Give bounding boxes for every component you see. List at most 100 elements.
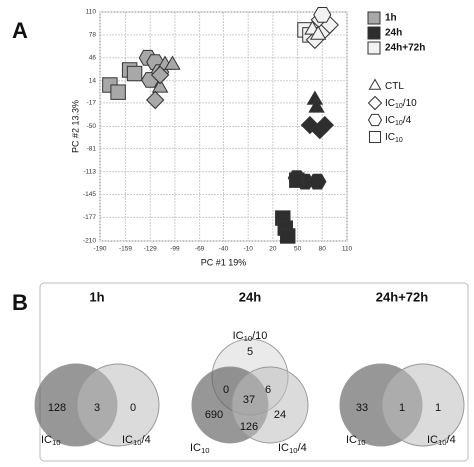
marker-diamond xyxy=(145,90,165,110)
y-tick-label: 78 xyxy=(89,32,97,39)
label-subscript: 10 xyxy=(289,446,298,455)
marker-square xyxy=(368,130,382,144)
legend-swatch xyxy=(367,41,381,55)
label-text: IC xyxy=(427,434,438,446)
label-subscript: 10 xyxy=(357,438,366,447)
label: IC10/10 xyxy=(385,98,417,110)
marker-hexagon xyxy=(367,113,383,127)
venn-title: 24h+72h xyxy=(376,289,428,304)
venn-count: 126 xyxy=(240,421,258,433)
label-subscript: 10 xyxy=(244,334,253,343)
marker-square xyxy=(289,172,305,188)
venn-count: 0 xyxy=(223,384,229,396)
venn-circles xyxy=(191,338,309,444)
y-tick-label: -177 xyxy=(83,214,96,221)
y-tick-label: -17 xyxy=(87,100,97,107)
legend-swatch xyxy=(367,26,381,40)
venn-count: 24 xyxy=(274,409,286,421)
venn-count: 1 xyxy=(435,402,441,414)
venn-circle xyxy=(381,363,465,447)
x-tick-label: 50 xyxy=(294,246,302,253)
marker-square xyxy=(279,228,296,244)
venn-circles xyxy=(34,363,160,447)
y-tick-label: -113 xyxy=(83,168,96,175)
label-subscript: 10 xyxy=(395,120,403,127)
label-text: IC xyxy=(122,434,133,446)
marker-diamond xyxy=(367,95,383,111)
x-tick-label: -40 xyxy=(219,246,229,253)
venn-count: 33 xyxy=(356,402,368,414)
label: IC10/4 xyxy=(385,115,412,127)
label-rest: /4 xyxy=(142,434,151,446)
label-subscript: 10 xyxy=(201,446,210,455)
legend-label: 1h xyxy=(385,13,397,24)
label: IC10/4 xyxy=(427,434,456,447)
label-text: IC xyxy=(385,132,395,143)
x-axis-label: PC #1 19% xyxy=(201,257,247,267)
label-subscript: 10 xyxy=(438,438,447,447)
label-rest: /10 xyxy=(252,330,267,342)
y-tick-label: -81 xyxy=(87,145,97,152)
marker-hexagon xyxy=(313,7,332,23)
label: IC10/10 xyxy=(233,330,268,343)
label: IC10 xyxy=(41,434,61,447)
label-subscript: 10 xyxy=(52,438,61,447)
legend-label: 24h xyxy=(385,28,402,39)
label: IC10/4 xyxy=(278,442,307,455)
label: CTL xyxy=(385,81,404,92)
marker-triangle xyxy=(164,55,181,70)
marker-square xyxy=(126,65,143,82)
venn-circle xyxy=(231,366,309,444)
y-tick-label: 14 xyxy=(89,77,97,84)
label: IC10 xyxy=(190,442,210,455)
label-text: CTL xyxy=(385,81,404,92)
x-tick-label: -10 xyxy=(243,246,253,253)
legend-swatch xyxy=(367,11,381,25)
label-text: IC xyxy=(278,442,289,454)
panel-b-frame xyxy=(39,282,469,462)
venn-circle xyxy=(76,363,160,447)
x-tick-label: 110 xyxy=(342,246,353,253)
venn-title: 1h xyxy=(89,289,104,304)
y-tick-label: -210 xyxy=(83,238,96,245)
label-subscript: 10 xyxy=(395,103,403,110)
marker-triangle xyxy=(308,98,325,113)
label: IC10 xyxy=(346,434,366,447)
label: IC10/4 xyxy=(122,434,151,447)
y-tick-label: -50 xyxy=(87,123,97,130)
marker-triangle xyxy=(151,78,169,93)
label-text: IC xyxy=(385,98,395,109)
label-text: IC xyxy=(385,115,395,126)
x-tick-label: -129 xyxy=(144,246,157,253)
x-tick-label: -159 xyxy=(119,246,132,253)
label-subscript: 10 xyxy=(133,438,142,447)
label-rest: /4 xyxy=(447,434,456,446)
marker-square xyxy=(110,84,126,100)
venn-count: 1 xyxy=(399,402,405,414)
label-rest: /4 xyxy=(298,442,307,454)
marker-hexagon xyxy=(308,173,327,190)
label: IC10 xyxy=(385,132,403,144)
label-rest: /10 xyxy=(403,98,417,109)
panel-label: B xyxy=(12,290,28,315)
x-tick-label: -190 xyxy=(93,246,106,253)
venn-circles xyxy=(339,363,465,447)
venn-count: 128 xyxy=(48,402,66,414)
legend-label: 24h+72h xyxy=(385,43,425,54)
y-tick-label: 46 xyxy=(89,55,97,62)
venn-count: 690 xyxy=(205,409,223,421)
x-tick-label: -69 xyxy=(195,246,205,253)
venn-title: 24h xyxy=(239,289,261,304)
y-axis-label: PC #2 13.3% xyxy=(70,100,80,153)
label-subscript: 10 xyxy=(395,137,403,144)
label-text: IC xyxy=(346,434,357,446)
y-tick-label: 110 xyxy=(86,9,97,16)
marker-triangle xyxy=(309,25,327,40)
marker-diamond xyxy=(315,115,335,135)
y-tick-label: -145 xyxy=(83,191,96,198)
venn-count: 37 xyxy=(243,394,255,406)
venn-count: 5 xyxy=(247,346,253,358)
label-rest: /4 xyxy=(403,115,412,126)
label-text: IC xyxy=(233,330,244,342)
